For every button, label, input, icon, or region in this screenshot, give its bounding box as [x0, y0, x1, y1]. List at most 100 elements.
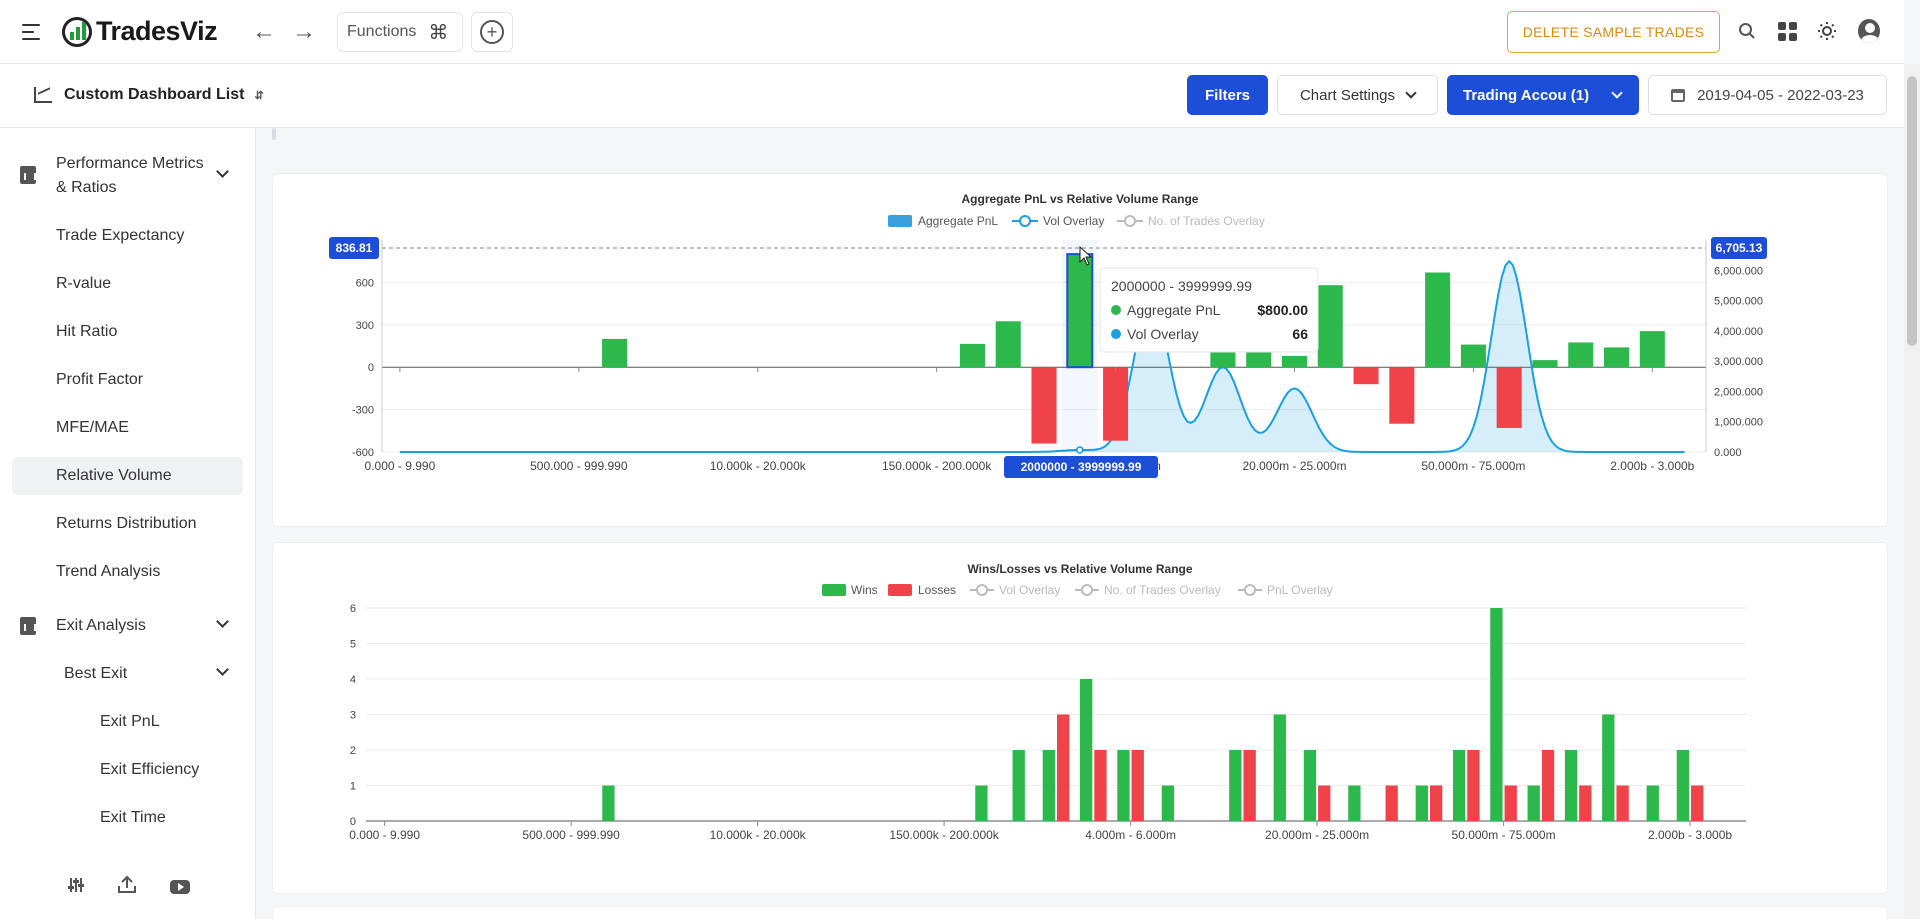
upload-icon[interactable] [117, 874, 137, 899]
losses-bar [1504, 785, 1517, 821]
pnl-bar [1425, 272, 1451, 368]
vol-overlay-point [1076, 446, 1084, 454]
tooltip-value-pnl: $800.00 [1257, 302, 1308, 318]
sidebar-item-returns-distribution[interactable]: Returns Distribution [56, 515, 197, 532]
delete-sample-trades-button[interactable]: DELETE SAMPLE TRADES [1507, 11, 1720, 53]
wins-bar [1490, 608, 1503, 821]
legend-item-vol-overlay[interactable]: Vol Overlay [1043, 214, 1104, 228]
youtube-icon[interactable] [170, 880, 190, 894]
losses-bar [1385, 785, 1398, 821]
pnl-bar [1317, 285, 1343, 368]
sidebar-item-r-value[interactable]: R-value [56, 275, 112, 292]
chart-settings-button[interactable]: Chart Settings [1277, 75, 1438, 115]
sidebar-item-relative-volume[interactable]: Relative Volume [56, 467, 172, 484]
pnl-bar [1496, 367, 1522, 428]
legend-item-pnl[interactable]: Aggregate PnL [918, 214, 998, 228]
legend-item-pnl-overlay[interactable]: PnL Overlay [1267, 583, 1333, 597]
x-tick-label: 2.000b - 3.000b [1648, 828, 1732, 842]
losses-bar [1691, 785, 1704, 821]
chart-legend: Wins Losses Vol Overlay No. of Trades Ov… [822, 583, 1333, 597]
forward-arrow-icon[interactable]: → [292, 18, 316, 45]
losses-bar [1579, 785, 1592, 821]
sidebar-item-trade-expectancy[interactable]: Trade Expectancy [56, 227, 185, 244]
pnl-bar [959, 343, 985, 368]
scrollbar-thumb[interactable] [1907, 76, 1917, 346]
legend-item-trades-overlay[interactable]: No. of Trades Overlay [1104, 583, 1221, 597]
theme-toggle-icon[interactable] [1816, 20, 1838, 42]
pnl-bar [1532, 360, 1558, 368]
legend-marker-trades [1124, 215, 1136, 227]
x-tick-label: 4.000m - 6.000m [1085, 828, 1176, 842]
tooltip-dot-vol [1111, 329, 1121, 339]
logo-icon [62, 16, 92, 47]
legend-item-trades-overlay[interactable]: No. of Trades Overlay [1148, 214, 1265, 228]
sidebar-group-performance[interactable]: Performance Metrics & Ratios [56, 155, 204, 196]
y2-tick-label: 0.000 [1714, 447, 1742, 459]
filters-button[interactable]: Filters [1187, 75, 1268, 115]
x-tick-label: 50.000m - 75.000m [1421, 459, 1525, 473]
pnl-bar [1210, 350, 1236, 368]
user-avatar-icon[interactable] [1858, 19, 1880, 43]
x-tick-label: 20.000m - 25.000m [1242, 459, 1346, 473]
sidebar-group-best-exit[interactable]: Best Exit [64, 665, 128, 682]
sidebar-item-hit-ratio[interactable]: Hit Ratio [56, 323, 118, 340]
pnl-bar [1066, 253, 1094, 369]
y-tick-label: 0 [368, 362, 374, 374]
losses-bar [1318, 785, 1331, 821]
sidebar-item-mfe-mae[interactable]: MFE/MAE [56, 419, 129, 436]
losses-bar [1057, 714, 1070, 821]
report-icon [20, 617, 36, 635]
wins-bar [975, 785, 988, 821]
y2-tick-label: 5,000.000 [1714, 296, 1763, 308]
chart-card-next [272, 906, 1888, 919]
menu-icon[interactable] [22, 24, 40, 40]
sort-updown-icon: ⇵ [254, 89, 264, 102]
sliders-icon[interactable] [67, 876, 85, 899]
sidebar-group-exit-analysis[interactable]: Exit Analysis [56, 617, 146, 634]
losses-bar [1541, 750, 1555, 821]
legend-item-wins[interactable]: Wins [851, 583, 878, 597]
chart-title: Wins/Losses vs Relative Volume Range [967, 562, 1192, 576]
add-button[interactable]: + [471, 12, 513, 52]
x-tick-label: 20.000m - 25.000m [1265, 828, 1369, 842]
y-tick-label: 4 [350, 674, 356, 686]
pnl-bar [1568, 342, 1594, 368]
wins-bar [1602, 714, 1615, 821]
back-arrow-icon[interactable]: ← [252, 18, 276, 45]
dashboard-selector[interactable]: Custom Dashboard List ⇵ [34, 86, 264, 104]
wins-bar [1229, 750, 1242, 821]
trading-account-select[interactable]: Trading Accou (1) [1447, 75, 1639, 115]
y-tick-label: 2 [350, 745, 356, 757]
sidebar-item-profit-factor[interactable]: Profit Factor [56, 371, 144, 388]
y-tick-label: -300 [352, 405, 374, 417]
pnl-bar [1389, 367, 1415, 424]
functions-button[interactable]: Functions ⌘ [337, 12, 463, 52]
sidebar-item-exit-efficiency[interactable]: Exit Efficiency [100, 761, 200, 778]
losses-bar [1094, 750, 1107, 821]
wins-bar [1273, 714, 1286, 821]
y-tick-label: 6 [350, 603, 356, 615]
legend-item-vol-overlay[interactable]: Vol Overlay [999, 583, 1060, 597]
pnl-bar [1281, 355, 1308, 368]
search-icon[interactable] [1736, 20, 1758, 42]
apps-grid-icon[interactable] [1776, 20, 1798, 42]
wins-bar [1646, 785, 1659, 821]
top-bar: TradesViz ← → Functions ⌘ + DELETE SAMPL… [0, 0, 1904, 64]
losses-bar [1429, 785, 1443, 821]
sidebar-item-exit-pnl[interactable]: Exit PnL [100, 713, 160, 730]
pnl-bar [995, 321, 1021, 368]
pnl-bar [1460, 344, 1486, 368]
plus-icon: + [480, 20, 504, 44]
legend-item-losses[interactable]: Losses [918, 583, 956, 597]
sidebar-item-exit-time[interactable]: Exit Time [100, 809, 166, 826]
brand-logo[interactable]: TradesViz [62, 16, 218, 47]
wins-bar [1676, 750, 1690, 821]
pnl-bar [602, 338, 628, 368]
tooltip-label-pnl: Aggregate PnL [1127, 302, 1221, 318]
chart-tooltip: 2000000 - 3999999.99 Aggregate PnL $800.… [1099, 267, 1319, 353]
date-range-picker[interactable]: 2019-04-05 - 2022-03-23 [1648, 75, 1887, 115]
x-tick-label: 10.000k - 20.000k [710, 459, 807, 473]
y-tick-label: 300 [356, 320, 374, 332]
resize-handle[interactable] [272, 128, 276, 140]
sidebar-item-trend-analysis[interactable]: Trend Analysis [56, 563, 161, 580]
